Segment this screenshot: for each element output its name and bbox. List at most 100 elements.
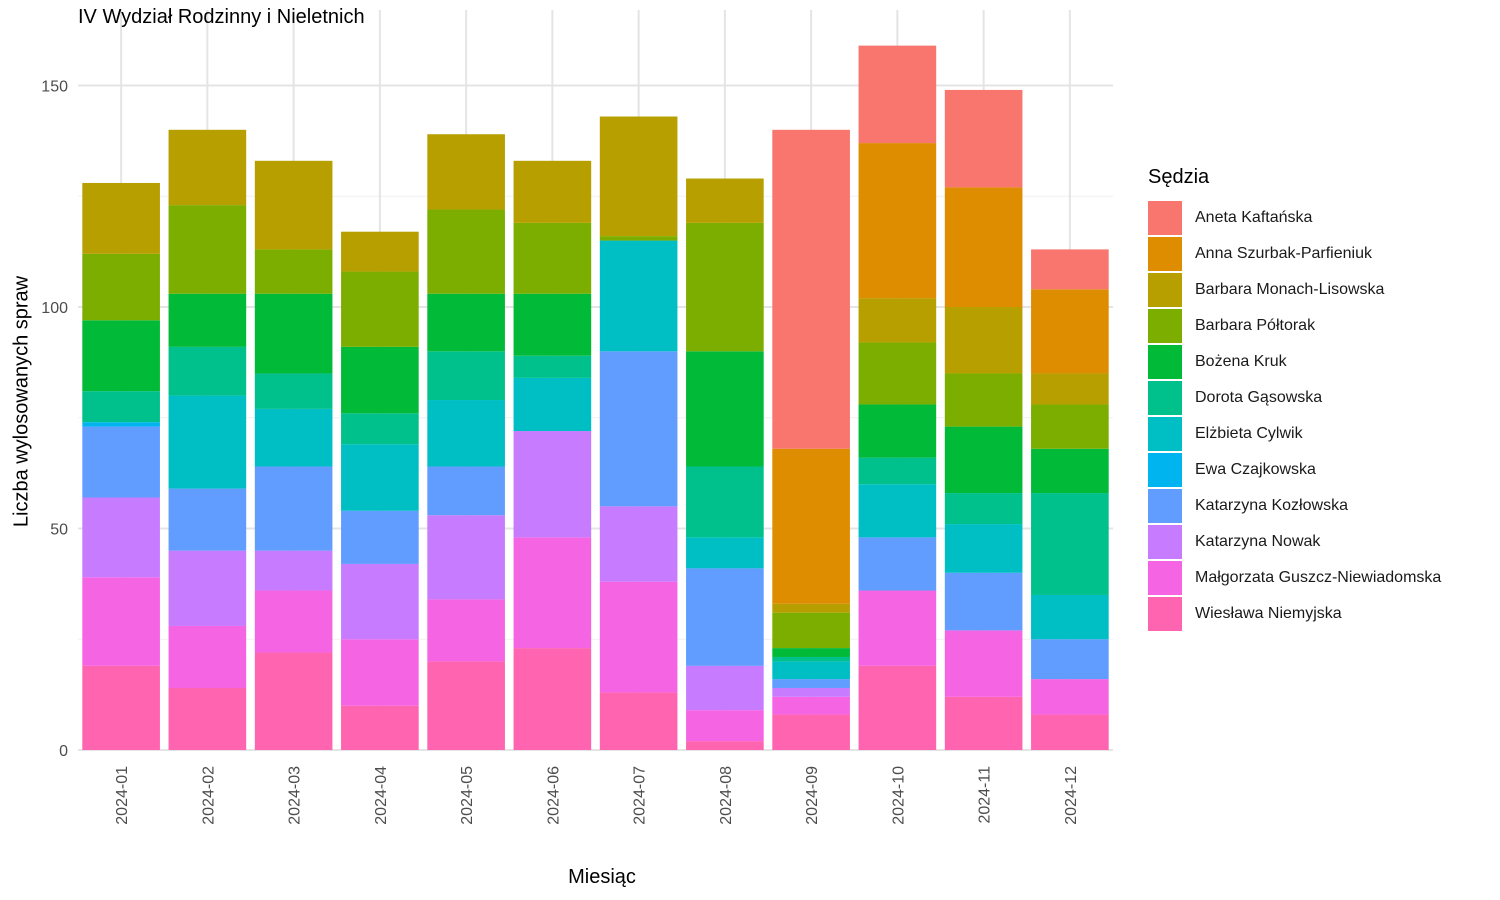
bar-segment	[82, 665, 160, 750]
bar-segment	[686, 568, 764, 666]
bar-segment	[944, 572, 1023, 631]
bar-segment	[254, 590, 333, 653]
bar-segment	[858, 342, 937, 405]
bar-segment	[944, 426, 1023, 494]
bar-segment	[772, 714, 850, 750]
bar-segment	[513, 222, 592, 294]
bar-segment	[772, 656, 850, 662]
bar-segment	[82, 253, 160, 321]
bar-segment	[1031, 404, 1109, 449]
bar-segment	[168, 395, 247, 489]
x-tick-label: 2024-03	[287, 766, 304, 825]
bar-segment	[599, 240, 678, 352]
x-tick-label: 2024-01	[114, 766, 131, 825]
bar-segment	[82, 391, 160, 423]
legend-swatch	[1148, 345, 1182, 379]
chart-title: IV Wydział Rodzinny i Nieletnich	[78, 6, 365, 28]
bar-segment	[944, 630, 1023, 697]
bar-segment	[341, 705, 419, 750]
bar-segment	[168, 625, 247, 688]
legend-item: Barbara Półtorak	[1148, 308, 1441, 344]
x-tick-label: 2024-04	[373, 766, 390, 825]
bar-segment	[858, 457, 937, 485]
bar-segment	[858, 590, 937, 666]
bar-segment	[513, 355, 592, 378]
legend-item: Anna Szurbak-Parfieniuk	[1148, 236, 1441, 272]
bar-segment	[168, 205, 247, 294]
bar-segment	[686, 537, 764, 569]
bar-segment	[944, 373, 1023, 427]
legend-label: Katarzyna Nowak	[1195, 533, 1321, 550]
legend-item: Dorota Gąsowska	[1148, 380, 1441, 416]
bar-segment	[772, 679, 850, 688]
bar-segment	[427, 351, 505, 401]
bar-segment	[168, 293, 247, 347]
bar-segment	[82, 497, 160, 578]
bar-segment	[82, 182, 160, 254]
legend-item: Katarzyna Kozłowska	[1148, 488, 1441, 524]
x-tick-label: 2024-06	[545, 766, 562, 825]
legend-item: Barbara Monach-Lisowska	[1148, 272, 1441, 308]
bar-segment	[686, 710, 764, 742]
bar-segment	[599, 581, 678, 693]
legend-swatch	[1148, 597, 1182, 631]
bar-segment	[772, 696, 850, 715]
bar-segment	[513, 537, 592, 649]
bar-segment	[944, 307, 1023, 374]
bar-segment	[1031, 373, 1109, 405]
legend-label: Bożena Kruk	[1195, 353, 1287, 370]
bar-segment	[427, 293, 505, 352]
bar-segment	[858, 143, 937, 299]
bar-segment	[341, 563, 419, 640]
legend-item: Bożena Kruk	[1148, 344, 1441, 380]
x-axis-label: Miesiąc	[568, 866, 636, 888]
bar-segment	[427, 466, 505, 516]
bar-segment	[686, 351, 764, 467]
bar-segment	[82, 320, 160, 392]
bar-segment	[858, 484, 937, 538]
bar-segment	[254, 293, 333, 374]
bar-segment	[944, 696, 1023, 750]
legend-label: Dorota Gąsowska	[1195, 389, 1323, 406]
bar-segment	[772, 603, 850, 613]
legend-label: Elżbieta Cylwik	[1195, 425, 1303, 442]
bar-segment	[772, 129, 850, 449]
bar-segment	[858, 404, 937, 458]
bar-segment	[341, 346, 419, 414]
legend-item: Wiesława Niemyjska	[1148, 596, 1441, 632]
x-tick-label: 2024-07	[632, 766, 649, 825]
bar-segment	[341, 231, 419, 272]
bar-segment	[1031, 249, 1109, 290]
bar-segment	[686, 665, 764, 711]
bar-segment	[1031, 679, 1109, 715]
legend-items: Aneta Kaftańska Anna Szurbak-Parfieniuk Ba…	[1148, 200, 1441, 632]
legend-swatch	[1148, 525, 1182, 559]
bar-segment	[1031, 639, 1109, 680]
bar-segment	[168, 129, 247, 206]
bar-segment	[599, 692, 678, 750]
bar-segment	[1031, 594, 1109, 640]
y-axis-label: Liczba wylosowanych spraw	[10, 275, 33, 528]
x-axis-ticks: 2024-01 2024-02 2024-03 2024-04 2024-05 2024-…	[114, 766, 1080, 825]
bar-segment	[686, 178, 764, 223]
bar-segment	[168, 550, 247, 626]
bar-segment	[513, 648, 592, 750]
legend-swatch	[1148, 201, 1182, 235]
bar-segment	[254, 160, 333, 250]
legend-item: Małgorzata Guszcz-Niewiadomska	[1148, 560, 1441, 596]
legend-swatch	[1148, 237, 1182, 271]
bar-segment	[944, 89, 1023, 188]
bar-segment	[254, 550, 333, 591]
bar-segment	[772, 687, 850, 697]
bar-segment	[427, 134, 505, 210]
x-tick-label: 2024-02	[200, 766, 217, 825]
bar-segment	[772, 648, 850, 657]
bar-segment	[686, 466, 764, 538]
bar-segment	[168, 687, 247, 750]
legend-label: Wiesława Niemyjska	[1195, 605, 1342, 622]
bar-segment	[1031, 448, 1109, 494]
bar-segment	[82, 577, 160, 666]
bar-segment	[254, 408, 333, 467]
bar-segment	[599, 506, 678, 582]
